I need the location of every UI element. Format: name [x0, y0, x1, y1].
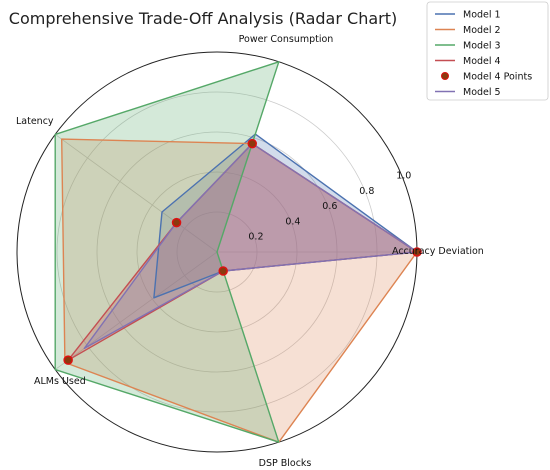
- model-4-point: [63, 355, 73, 365]
- radial-tick-label: 0.8: [359, 186, 374, 197]
- axis-label-accuracy-deviation: Accuracy Deviation: [392, 246, 484, 257]
- model-3-fill: [55, 61, 279, 443]
- axis-labels: Power Consumption Accuracy Deviation DSP B…: [16, 34, 484, 469]
- legend-label-model-4: Model 4: [463, 56, 501, 67]
- model-1-line: [153, 133, 418, 299]
- radial-tick-labels: 0.2 0.4 0.6 0.8 1.0: [248, 170, 411, 242]
- model-2-fill: [61, 139, 417, 443]
- legend: Model 1 Model 2 Model 3 Model 4 Model 4 Poin…: [426, 1, 549, 101]
- model-4-fill: [68, 143, 417, 361]
- radial-tick-label: 0.2: [248, 232, 263, 243]
- axis-label-dsp-blocks: DSP Blocks: [259, 458, 312, 469]
- axis-label-power-consumption: Power Consumption: [239, 34, 334, 45]
- axis-label-latency: Latency: [16, 116, 54, 127]
- axis-label-alms-used: ALMs Used: [34, 376, 86, 387]
- radial-tick-label: 1.0: [396, 170, 411, 181]
- series-fills: [55, 61, 418, 443]
- model-4-point: [247, 138, 257, 149]
- model-5-fill: [84, 143, 418, 349]
- series-lines: [54, 61, 418, 443]
- legend-box: [426, 1, 549, 101]
- legend-label-model-2: Model 2: [463, 25, 501, 36]
- radar-grid: [16, 51, 418, 453]
- model-5-line: [83, 142, 418, 350]
- legend-swatch-model-4-points: [441, 72, 449, 80]
- grid-spoke: [54, 251, 218, 370]
- legend-label-model-5: Model 5: [463, 87, 501, 98]
- model-4-point: [171, 217, 182, 228]
- legend-label-model-4-points: Model 4 Points: [463, 72, 532, 83]
- model-1-fill: [153, 134, 417, 298]
- model-4-point: [412, 247, 422, 257]
- model-3-line: [54, 61, 280, 443]
- legend-label-model-3: Model 3: [463, 41, 501, 52]
- model-4-points: [63, 138, 422, 365]
- chart-title: Comprehensive Trade-Off Analysis (Radar …: [9, 9, 397, 28]
- legend-label-model-1: Model 1: [463, 10, 501, 21]
- radial-tick-label: 0.6: [322, 201, 337, 212]
- radial-tick-label: 0.4: [285, 216, 300, 227]
- model-4-point: [218, 266, 228, 276]
- grid-spoke: [54, 134, 218, 253]
